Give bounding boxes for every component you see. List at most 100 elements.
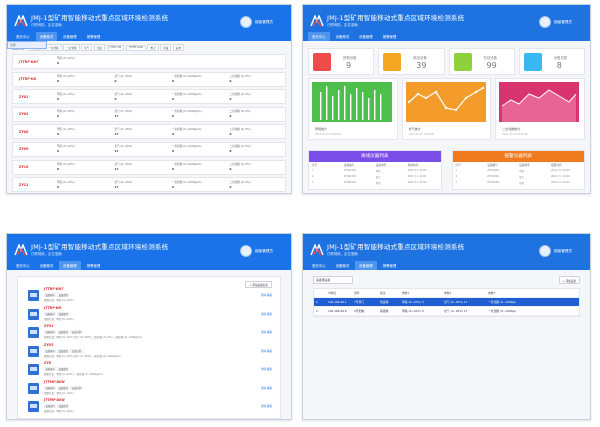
avatar[interactable] xyxy=(539,16,552,28)
alarm-list-header: 序号 设备编号 设备类型 报警时间 xyxy=(453,162,585,168)
main-nav: 首页中心 设备概况 设备管理 报警管理 xyxy=(308,261,400,270)
list-cell: ZY002301 xyxy=(487,175,500,178)
device-list-item[interactable]: JTTMF-DKN 设备编号 设备类型 参数信息：甲烷 (0~10%) 详情 编辑 xyxy=(28,398,272,415)
device-card[interactable]: ZY02 甲烷 (0~10%) 0 氧气 (0~25%) 17 一氧化碳 (0~1000p… xyxy=(12,106,286,122)
stat-total[interactable]: 设备总数 8 xyxy=(518,48,585,75)
sensor-reading: 甲烷 (0~10%) 0 xyxy=(55,163,113,171)
filter-chip[interactable]: 一氧化碳 xyxy=(45,44,62,51)
device-card[interactable]: ZY10 甲烷 (0~10%) 0 氧气 (0~25%) 17 一氧化碳 (0~1000p… xyxy=(12,159,286,175)
filter-chip[interactable]: JTTRF-KN xyxy=(106,44,125,51)
list-item[interactable]: 3 ZY002401 甲烷 2021-7-1 10:00 xyxy=(309,180,441,186)
table-row[interactable]: 2 192.168.40.8 2号配电 采煤巷 甲烷 (0~10%) 0 氧气 … xyxy=(314,307,579,316)
device-name: JTTRF-KN xyxy=(19,77,37,82)
nav-home[interactable]: 首页中心 xyxy=(312,264,326,268)
device-tag: 设备编号 xyxy=(44,330,57,334)
list-item[interactable]: 2 ZY002301 氧气 2021-7-1 10:00 xyxy=(309,174,441,180)
sensor-label: 氧气 (0~25%) xyxy=(114,145,133,149)
list-item[interactable]: 3 ZY002401 甲烷 2021-7-1 10:00 xyxy=(453,180,585,186)
device-list-item[interactable]: ZY8 设备编号 设备类型 参数信息：甲烷 (0~10%) 一氧化碳 (0~1000p… xyxy=(28,361,272,378)
sensor-value: 0 xyxy=(57,78,59,83)
nav-device-manage[interactable]: 设备管理 xyxy=(63,35,77,39)
sensor-reading: 一氧化碳 (0~1000ppm) 0 xyxy=(170,75,228,83)
nav-device-overview[interactable]: 设备概况 xyxy=(39,264,54,268)
oxygen-chart: 氧气统计 2021-07-01 10:00:00 xyxy=(401,78,492,140)
filter-chip[interactable]: 全部 xyxy=(7,41,47,49)
nav-alarm-manage[interactable]: 报警管理 xyxy=(382,264,397,268)
stat-alarm[interactable]: 报警设备 9 xyxy=(308,48,375,75)
user-menu[interactable]: 超级管理员 xyxy=(240,16,273,28)
stat-label: 离线设备 xyxy=(413,56,427,60)
user-menu[interactable]: 超级管理员 xyxy=(539,245,572,257)
sensor-reading: 一氧化碳 (0~1000ppm) 0 xyxy=(170,163,228,171)
device-card[interactable]: ZY11 甲烷 (0~10%) 0 氧气 (0~25%) 17 一氧化碳 (0~1000p… xyxy=(12,177,286,193)
filter-chip[interactable]: JTTMF-DKN xyxy=(125,44,146,51)
chart-date: 2021-07-01 10:00:00 xyxy=(408,133,435,136)
table-cell: 氧气 (0~25%) 17 xyxy=(444,300,468,304)
device-actions[interactable]: 详情 编辑 xyxy=(260,386,272,390)
alarm-list-title: 报警仪器列表 xyxy=(452,151,584,162)
device-list-item[interactable]: JTTMF-DKN 设备编号 设备类型 安装位置 参数信息：甲烷 (0~10%) 详情 编… xyxy=(28,380,272,397)
nav-device-overview[interactable]: 设备概况 xyxy=(335,35,350,39)
device-tag: 设备类型 xyxy=(57,367,70,371)
nav-alarm-manage[interactable]: 报警管理 xyxy=(382,35,397,39)
device-card[interactable]: ZY08 甲烷 (0~10%) 0 氧气 (0~25%) 17 一氧化碳 (0~1000p… xyxy=(12,124,286,140)
device-list-item[interactable]: JTTRF-KN7 设备编号 设备类型 参数信息：甲烷 (0~10%) 详情 编辑 xyxy=(28,287,272,304)
list-item[interactable]: 2 ZY002301 氧气 2021-7-1 10:00 xyxy=(453,174,585,180)
device-list-item[interactable]: ZY01 设备编号 设备类型 安装位置 参数信息：甲烷 (0~10%) 氧气 (0~25… xyxy=(28,324,272,341)
stat-online[interactable]: 在线设备 99 xyxy=(448,48,515,75)
user-menu[interactable]: 超级管理员 xyxy=(539,16,572,28)
device-card[interactable]: ZY09 甲烷 (0~10%) 0 氧气 (0~25%) 17 一氧化碳 (0~1000p… xyxy=(12,141,286,157)
list-item[interactable]: 1 ZY002201 甲烷 2021-7-1 10:00 xyxy=(309,168,441,174)
filter-chip[interactable]: 风速 xyxy=(160,44,172,51)
device-name: ZY8 xyxy=(44,361,52,365)
filter-chip[interactable]: 其他 xyxy=(172,44,185,51)
add-device-button[interactable]: + 添加设备信息 xyxy=(245,281,272,288)
device-card[interactable]: ZY01 甲烷 (0~10%) 0 氧气 (0~25%) 0 一氧化碳 (0~1000pp… xyxy=(12,89,286,105)
nav-alarm-manage[interactable]: 报警管理 xyxy=(86,35,101,39)
device-params: 参数信息：甲烷 (0~10%) 氧气 (0~25%) 一氧化碳 (0~1000p… xyxy=(44,354,121,358)
filter-chip[interactable]: 二氧化碳 xyxy=(63,44,80,51)
device-list-item[interactable]: JTTRF-KN 设备编号 设备类型 参数信息：甲烷 (0~10%) 详情 编辑 xyxy=(28,306,272,323)
filter-chip[interactable]: 粉尘 xyxy=(147,44,159,51)
device-actions[interactable]: 详情 编辑 xyxy=(260,294,272,297)
user-menu[interactable]: 超级管理员 xyxy=(240,245,273,257)
device-card[interactable]: JTTRF-KN 甲烷 (0~10%) 0 氧气 (0~25%) 0 一氧化碳 (0~10… xyxy=(12,71,286,87)
device-tag: 设备类型 xyxy=(57,330,70,334)
device-list-item[interactable]: ZY03 设备编号 设备类型 安装位置 参数信息：甲烷 (0~10%) 氧气 (0~25… xyxy=(28,343,272,360)
table-cell: 一氧化碳 (0~1000ppm) xyxy=(488,309,516,313)
device-card[interactable]: JTTRF-KN7 甲烷 (0~10%) 0 xyxy=(12,54,286,69)
chart-label: 二氧化碳统计 xyxy=(502,127,521,131)
nav-home[interactable]: 首页中心 xyxy=(16,264,30,268)
avatar[interactable] xyxy=(240,245,253,257)
sensor-reading: 一氧化碳 (0~1000ppm) 0 xyxy=(170,93,228,101)
sensor-label: 一氧化碳 (0~1000ppm) xyxy=(172,163,202,167)
chart-row: 甲烷统计 2021-07-01 10:00:00 氧气统计 2021-07-01… xyxy=(308,78,586,140)
device-actions[interactable]: 详情 编辑 xyxy=(260,331,272,334)
device-actions[interactable]: 详情 编辑 xyxy=(260,312,272,316)
device-tag: 设备类型 xyxy=(57,348,70,353)
table-row[interactable]: 1 192.168.40.1 7号风门 机运巷 甲烷 (0~10%) 0 氧气 … xyxy=(314,298,579,307)
nav-alarm-manage[interactable]: 报警管理 xyxy=(86,264,101,268)
nav-device-manage[interactable]: 设备管理 xyxy=(355,261,377,270)
nav-device-overview[interactable]: 设备概况 xyxy=(335,264,350,268)
nav-device-overview[interactable]: 设备概况 xyxy=(35,32,58,41)
filter-chip[interactable]: 氧气 xyxy=(81,44,93,51)
nav-device-manage[interactable]: 设备管理 xyxy=(59,261,81,270)
list-item[interactable]: 1 ZY002201 甲烷 2021-7-1 10:00 xyxy=(453,168,585,174)
sensor-value: 0 xyxy=(57,184,59,189)
stat-offline[interactable]: 离线设备 39 xyxy=(378,48,445,75)
add-device-button[interactable]: + 添加设备 xyxy=(558,276,580,284)
filter-chip[interactable]: 温度 xyxy=(93,44,106,51)
avatar[interactable] xyxy=(240,16,253,28)
sensor-value: 0 xyxy=(114,96,117,101)
device-actions[interactable]: 详情 编辑 xyxy=(260,349,272,353)
alarm-list-rows: 1 ZY002201 甲烷 2021-7-1 10:00 2 ZY002301 氧气 2021… xyxy=(453,168,585,186)
nav-home[interactable]: 首页中心 xyxy=(308,32,330,41)
device-select[interactable]: 请选择设备 xyxy=(313,276,353,284)
nav-device-manage[interactable]: 设备管理 xyxy=(359,35,373,39)
methane-bar-chart xyxy=(312,82,392,122)
device-actions[interactable]: 详情 编辑 xyxy=(260,368,272,371)
avatar[interactable] xyxy=(539,245,552,257)
device-actions[interactable]: 详情 编辑 xyxy=(260,405,272,408)
nav-home[interactable]: 首页中心 xyxy=(16,35,30,39)
